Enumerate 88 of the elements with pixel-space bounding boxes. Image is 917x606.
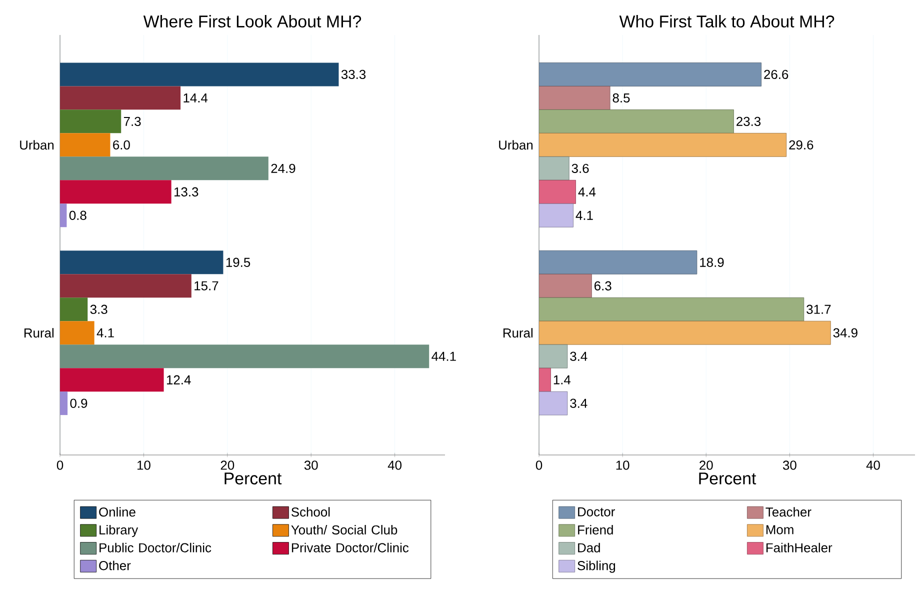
y-tick-label: Urban — [20, 140, 54, 150]
data-label: 19.5 — [226, 258, 250, 267]
data-label: 12.4 — [166, 375, 191, 384]
data-label: 44.1 — [432, 352, 456, 361]
x-tick-label: 30 — [304, 460, 318, 470]
bar — [60, 392, 68, 416]
bar — [539, 274, 592, 298]
x-tick-label: 20 — [700, 460, 713, 470]
bar — [539, 203, 574, 228]
y-tick-label: Rural — [24, 328, 54, 338]
bar — [539, 109, 734, 134]
bar — [60, 321, 94, 345]
bar — [539, 86, 610, 110]
bar — [60, 250, 224, 274]
data-label: 24.9 — [271, 164, 296, 173]
legend-label: Doctor — [578, 507, 615, 516]
legend-label: Public Doctor/Clinic — [100, 542, 212, 552]
x-tick-label: 20 — [220, 460, 234, 470]
bar — [60, 133, 110, 157]
data-label: 0.8 — [69, 210, 86, 220]
legend-label: Dad — [578, 542, 600, 552]
bar — [60, 344, 430, 368]
bar — [539, 156, 570, 180]
data-label: 3.4 — [570, 398, 588, 408]
data-label: 15.7 — [194, 281, 218, 290]
legend-label: Other — [99, 560, 131, 570]
data-label: 6.0 — [113, 140, 130, 150]
x-tick-label: 10 — [137, 460, 150, 470]
bar — [539, 297, 804, 322]
legend-label: Sibling — [578, 560, 616, 573]
data-label: 6.3 — [594, 281, 612, 290]
data-label: 34.9 — [833, 328, 858, 338]
x-tick-label: 0 — [56, 460, 64, 470]
chart-title: Who First Talk to About MH? — [619, 15, 834, 28]
data-label: 4.4 — [578, 187, 596, 196]
bar — [539, 391, 568, 416]
data-label: 1.4 — [554, 375, 571, 384]
x-tick-label: 30 — [782, 460, 796, 470]
bar — [60, 156, 268, 180]
data-label: 23.3 — [736, 116, 761, 126]
bar — [60, 204, 67, 228]
data-label: 3.6 — [572, 164, 589, 173]
x-axis-title: Percent — [224, 472, 282, 484]
legend-label: Mom — [766, 525, 794, 534]
x-axis-title: Percent — [699, 472, 756, 484]
bar — [539, 368, 551, 392]
legend-label: Youth/ Social Club — [291, 524, 398, 534]
bar — [60, 368, 164, 392]
legend-label: FaithHealer — [766, 542, 832, 552]
x-tick-label: 10 — [616, 460, 630, 470]
chart-title: Where First Look About MH? — [143, 15, 362, 28]
legend-label: Private Doctor/Clinic — [292, 542, 409, 552]
data-label: 13.3 — [174, 187, 198, 196]
x-tick-label: 0 — [536, 460, 542, 470]
bar — [539, 180, 576, 204]
bar — [539, 344, 568, 368]
y-tick-label: Urban — [499, 140, 533, 150]
data-label: 7.3 — [124, 116, 141, 126]
x-tick-label: 40 — [866, 460, 880, 470]
data-label: 8.5 — [612, 93, 630, 103]
legend-label: Friend — [578, 524, 613, 534]
legend-label: Teacher — [766, 507, 812, 517]
legend-label: School — [291, 507, 330, 517]
data-label: 26.6 — [764, 70, 788, 80]
data-label: 4.1 — [576, 210, 593, 220]
data-label: 4.1 — [96, 328, 114, 338]
data-label: 29.6 — [789, 140, 814, 150]
legend-label: Library — [100, 524, 138, 538]
data-label: 33.3 — [341, 70, 366, 80]
y-tick-label: Rural — [503, 328, 532, 338]
data-label: 31.7 — [806, 304, 831, 314]
data-label: 18.9 — [700, 258, 724, 267]
data-label: 0.9 — [70, 398, 88, 408]
data-label: 14.4 — [184, 93, 208, 102]
bar — [539, 320, 831, 345]
bar — [60, 62, 339, 86]
legend-label: Online — [99, 507, 136, 517]
data-label: 3.3 — [90, 304, 108, 314]
bar — [60, 180, 172, 204]
x-tick-label: 40 — [388, 460, 402, 470]
bar — [60, 110, 122, 134]
bar — [60, 86, 181, 110]
bar — [60, 274, 192, 298]
bar — [60, 298, 88, 322]
data-label: 3.4 — [570, 352, 588, 361]
bar — [539, 250, 698, 274]
bar — [539, 132, 787, 157]
bar — [539, 62, 762, 86]
